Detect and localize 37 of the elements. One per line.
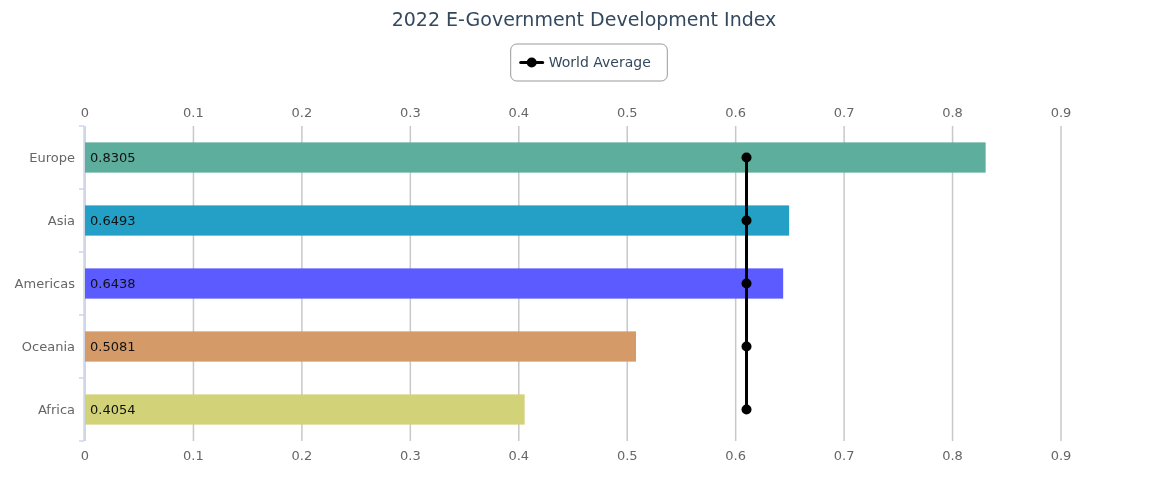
data-label: 0.4054 (90, 402, 136, 418)
bar (85, 205, 790, 236)
bar (85, 331, 637, 362)
x-tick-label: 0.2 (291, 105, 313, 120)
y-tick-label: Asia (47, 213, 75, 229)
x2-tick-label: 0.1 (183, 448, 204, 463)
data-label: 0.6493 (90, 213, 136, 229)
x2-tick-label: 0.5 (616, 448, 638, 463)
bar (85, 142, 986, 173)
bar (85, 394, 525, 425)
data-label: 0.6438 (90, 276, 136, 292)
x2-tick-label: 0.2 (291, 448, 313, 463)
data-label: 0.5081 (90, 339, 136, 355)
x2-tick-label: 0 (80, 448, 90, 463)
x2-tick-label: 0.7 (833, 448, 855, 463)
x-tick-label: 0.5 (616, 105, 638, 120)
x-tick-label: 0.9 (1050, 105, 1072, 120)
chart-title: 2022 E-Government Development Index (391, 8, 777, 30)
y-tick-label: Africa (37, 402, 75, 418)
x2-tick-label: 0.4 (508, 448, 530, 463)
x2-tick-label: 0.6 (725, 448, 747, 463)
x-tick-label: 0.7 (833, 105, 855, 120)
x2-tick-label: 0.9 (1050, 448, 1072, 463)
x-tick-label: 0.6 (725, 105, 747, 120)
x2-tick-label: 0.8 (942, 448, 963, 463)
y-tick-label: Europe (29, 150, 75, 166)
x-tick-label: 0.1 (183, 105, 204, 120)
x-tick-label: 0.8 (942, 105, 963, 120)
y-tick-label: Oceania (21, 339, 75, 355)
x-tick-label: 0 (80, 105, 90, 120)
legend-label: World Average (548, 54, 651, 71)
x-tick-label: 0.3 (399, 105, 421, 120)
x-tick-label: 0.4 (508, 105, 530, 120)
bar (85, 268, 784, 299)
y-tick-label: Americas (14, 276, 76, 292)
data-label: 0.8305 (90, 150, 136, 166)
x2-tick-label: 0.3 (399, 448, 421, 463)
